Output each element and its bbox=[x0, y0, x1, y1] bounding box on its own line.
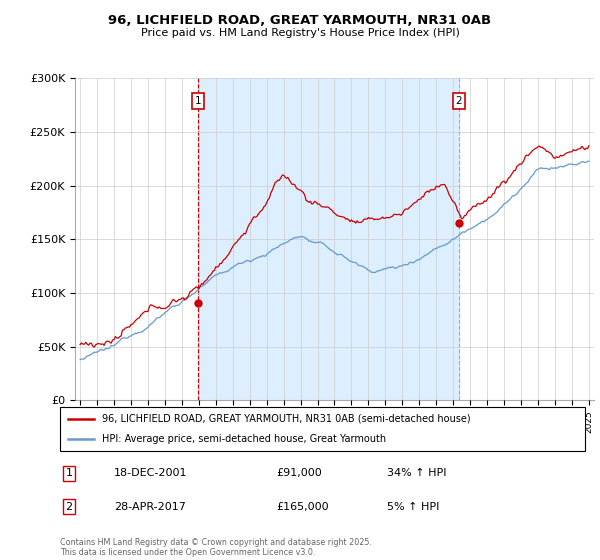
Text: 1: 1 bbox=[65, 468, 73, 478]
Text: 1: 1 bbox=[195, 96, 202, 106]
Text: 2: 2 bbox=[455, 96, 462, 106]
Text: £165,000: £165,000 bbox=[276, 502, 329, 512]
Text: Price paid vs. HM Land Registry's House Price Index (HPI): Price paid vs. HM Land Registry's House … bbox=[140, 28, 460, 38]
Text: 96, LICHFIELD ROAD, GREAT YARMOUTH, NR31 0AB: 96, LICHFIELD ROAD, GREAT YARMOUTH, NR31… bbox=[109, 14, 491, 27]
Text: £91,000: £91,000 bbox=[276, 468, 322, 478]
Text: 2: 2 bbox=[65, 502, 73, 512]
Bar bbox=[198, 78, 459, 400]
Text: 28-APR-2017: 28-APR-2017 bbox=[114, 502, 186, 512]
Text: HPI: Average price, semi-detached house, Great Yarmouth: HPI: Average price, semi-detached house,… bbox=[102, 434, 386, 444]
Text: 18-DEC-2001: 18-DEC-2001 bbox=[114, 468, 187, 478]
Text: 5% ↑ HPI: 5% ↑ HPI bbox=[387, 502, 439, 512]
Text: Contains HM Land Registry data © Crown copyright and database right 2025.
This d: Contains HM Land Registry data © Crown c… bbox=[60, 538, 372, 557]
Text: 34% ↑ HPI: 34% ↑ HPI bbox=[387, 468, 446, 478]
Text: 96, LICHFIELD ROAD, GREAT YARMOUTH, NR31 0AB (semi-detached house): 96, LICHFIELD ROAD, GREAT YARMOUTH, NR31… bbox=[102, 414, 470, 424]
